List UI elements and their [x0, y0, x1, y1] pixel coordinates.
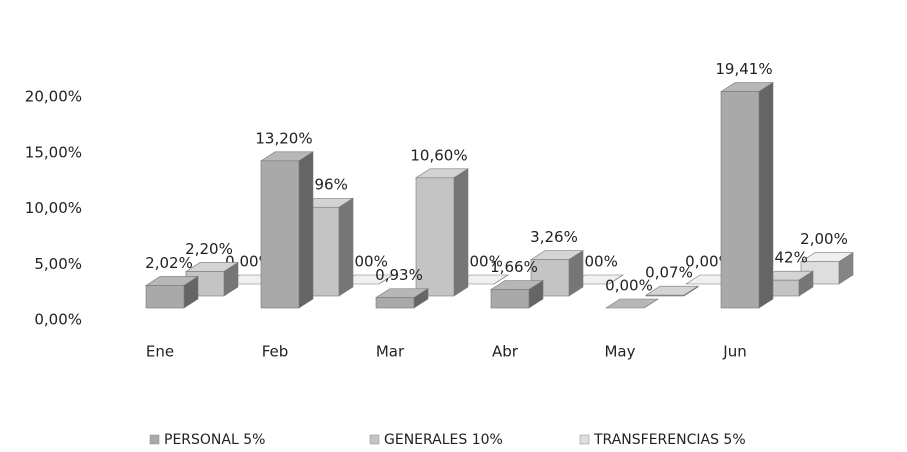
bar-side: [378, 274, 394, 285]
data-label: 19,41%: [715, 60, 772, 78]
data-label: 13,20%: [255, 129, 312, 147]
legend-label: GENERALES 10%: [384, 432, 503, 448]
legend-swatch: [579, 434, 590, 445]
y-tick-label: 5,00%: [34, 255, 82, 273]
data-label: 2,20%: [185, 240, 233, 258]
legend-swatch: [149, 434, 160, 445]
bar-side: [758, 82, 774, 309]
bar: [144, 275, 200, 309]
data-label: 0,07%: [645, 264, 693, 282]
bar-front: [490, 289, 530, 309]
bar: [529, 250, 585, 297]
bar-front: [145, 285, 185, 309]
bar-front: [415, 177, 455, 297]
bar: [489, 279, 545, 309]
bar-side: [643, 298, 659, 309]
data-label: 1,66%: [490, 258, 538, 276]
bar: [414, 168, 470, 297]
y-tick-label: 20,00%: [25, 88, 82, 106]
bar-front: [260, 160, 300, 309]
bar: [604, 298, 660, 309]
x-tick-label: Mar: [376, 343, 405, 361]
x-tick-label: May: [604, 343, 635, 361]
bar-side: [608, 274, 624, 285]
bar-side: [338, 197, 354, 297]
x-tick-label: Abr: [492, 343, 519, 361]
data-label: 3,26%: [530, 228, 578, 246]
data-label: 0,93%: [375, 266, 423, 284]
bar-side: [493, 274, 509, 285]
y-tick-label: 0,00%: [34, 311, 82, 329]
y-tick-label: 10,00%: [25, 199, 82, 217]
bar: [259, 151, 315, 309]
legend-label: TRANSFERENCIAS 5%: [593, 432, 746, 448]
data-label: 10,60%: [410, 146, 467, 164]
bar: [374, 288, 430, 309]
bar-side: [453, 168, 469, 297]
bar-top: [644, 285, 700, 296]
legend-swatch: [369, 434, 380, 445]
x-tick-label: Feb: [262, 343, 289, 361]
legend-label: PERSONAL 5%: [164, 432, 265, 448]
x-tick-label: Jun: [722, 343, 746, 361]
bar-front: [720, 91, 760, 309]
data-label: 0,00%: [605, 277, 653, 295]
bar-top: [604, 298, 660, 309]
bar-front: [645, 294, 685, 297]
data-label: 2,02%: [145, 254, 193, 272]
bar: [644, 285, 700, 297]
bar: [719, 82, 775, 309]
bar-side: [298, 151, 314, 309]
y-tick-label: 15,00%: [25, 143, 82, 161]
x-tick-label: Ene: [146, 343, 174, 361]
data-label: 2,00%: [800, 230, 848, 248]
bar-front: [375, 297, 415, 309]
